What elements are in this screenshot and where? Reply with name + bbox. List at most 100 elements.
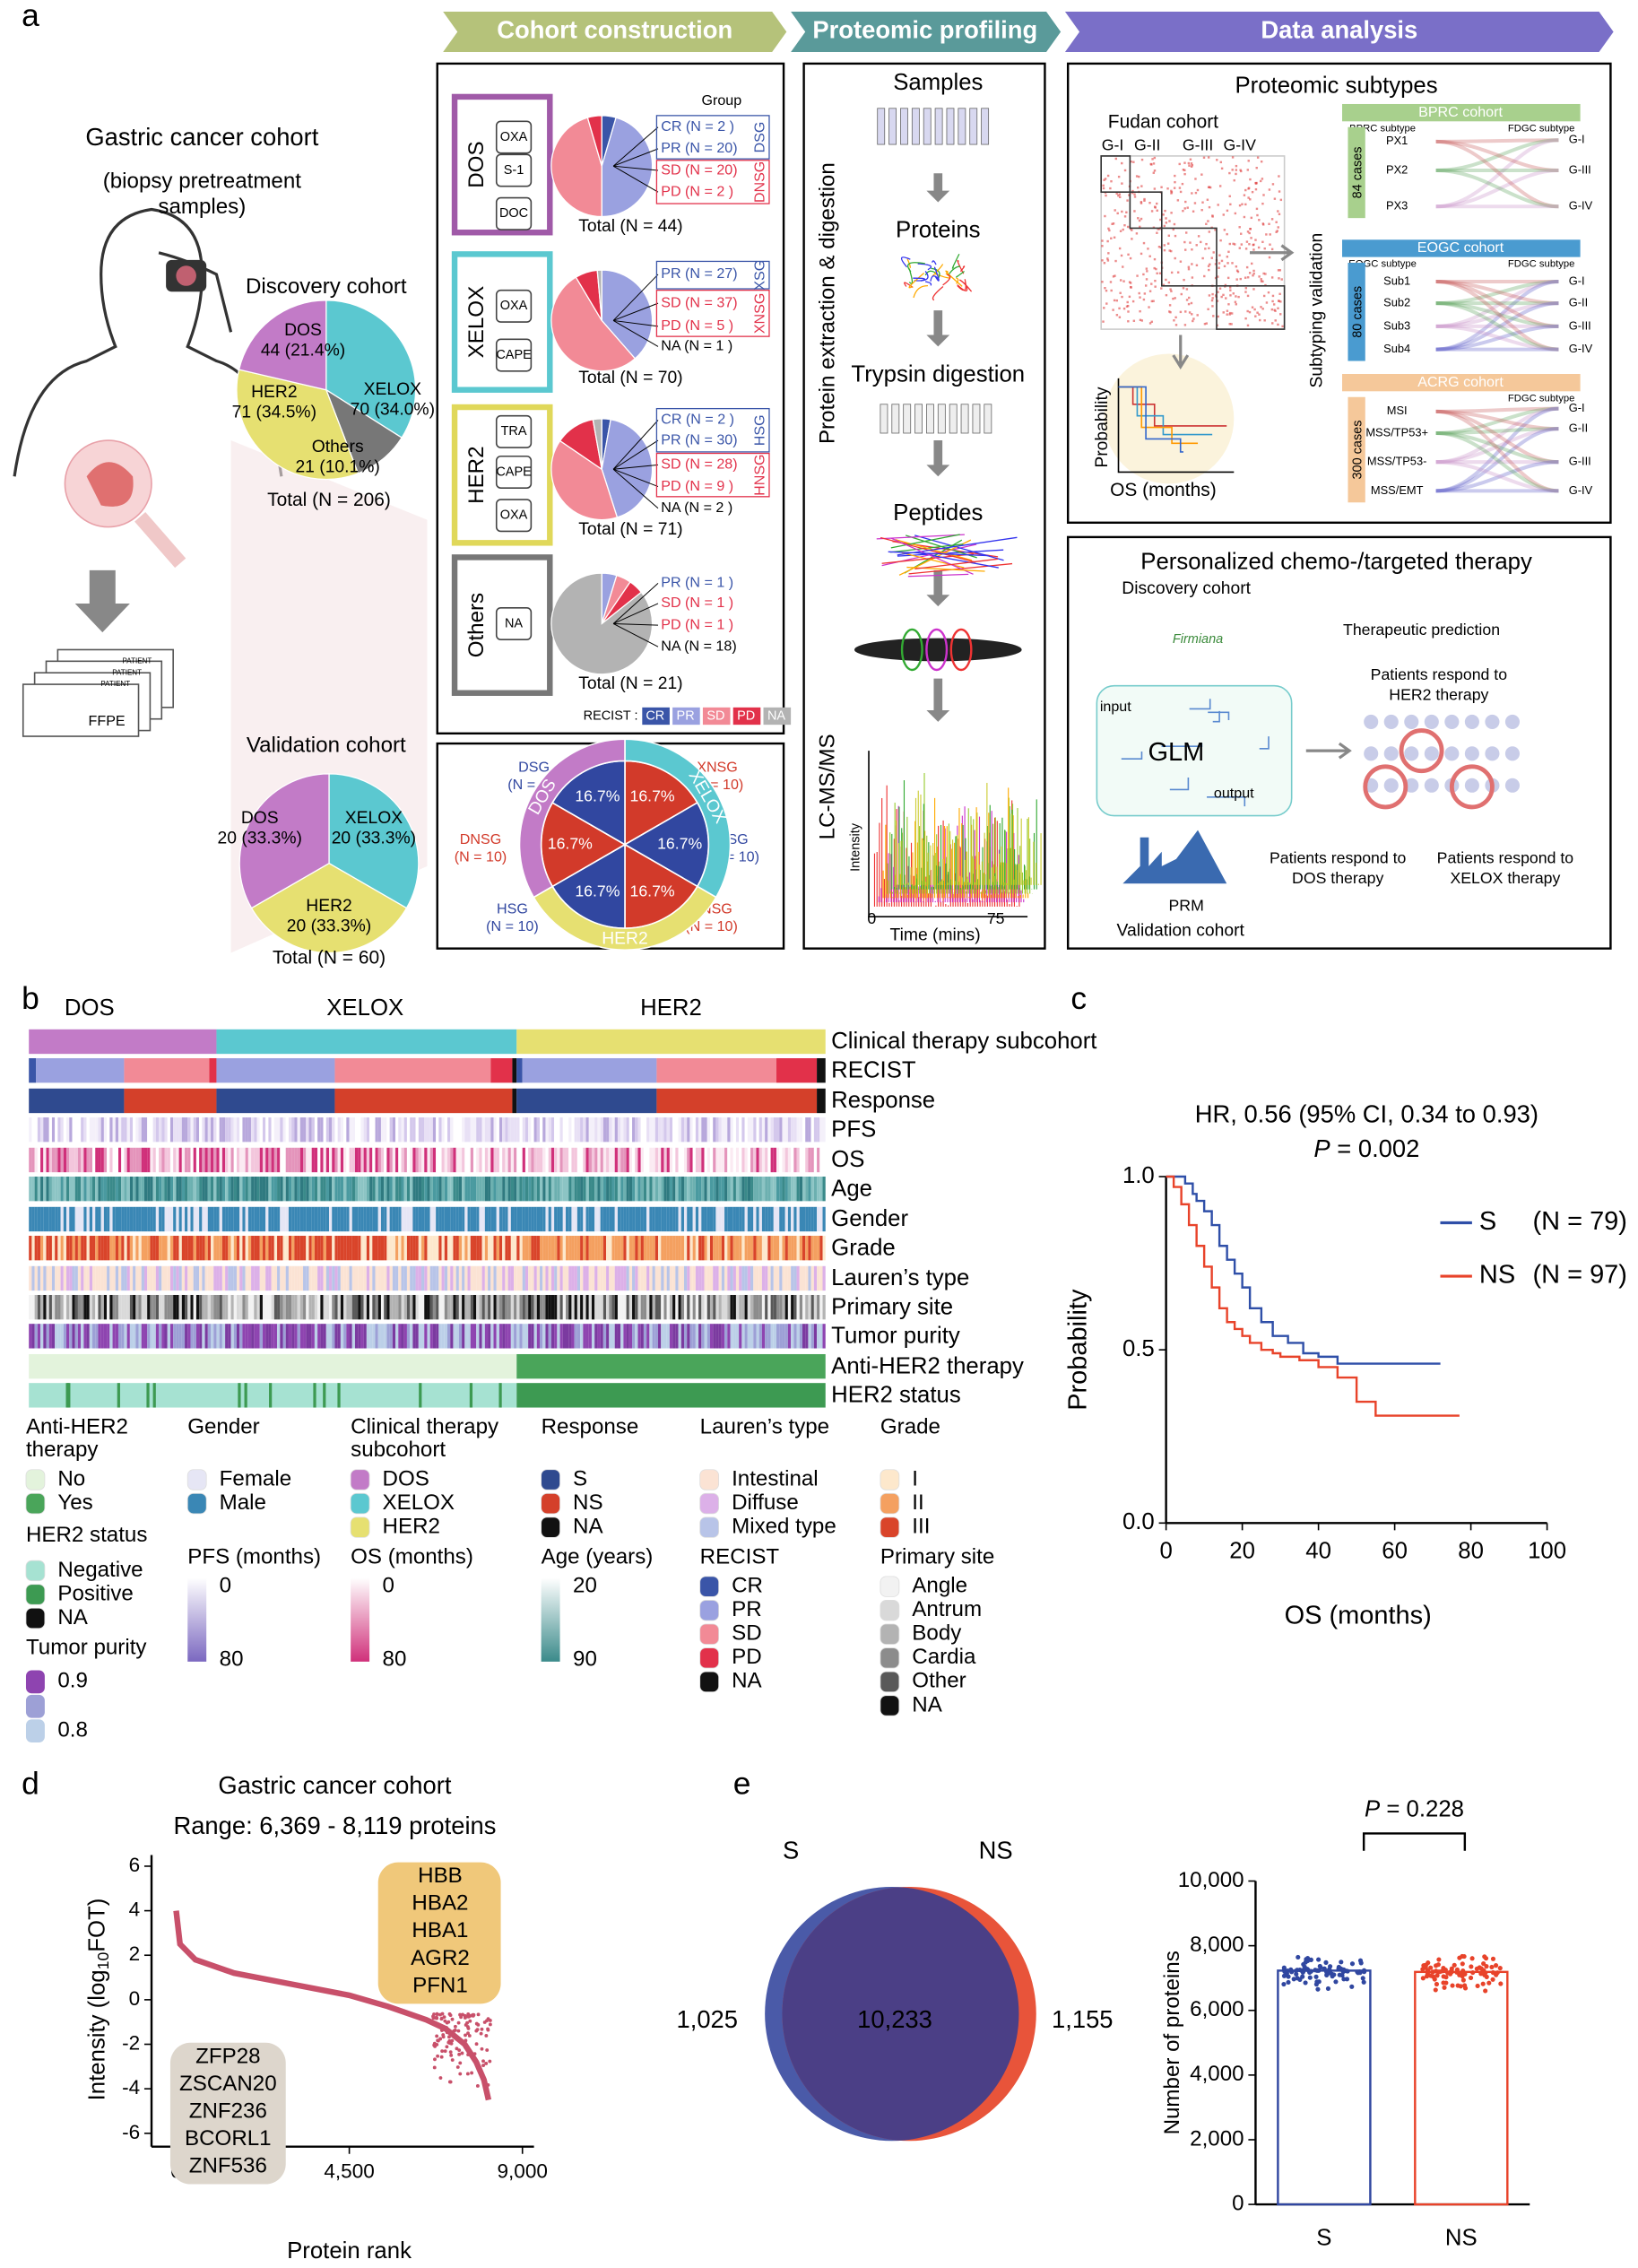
heat-cell <box>337 1324 341 1349</box>
heat-cell <box>334 1117 338 1143</box>
heat-cell <box>574 1265 577 1291</box>
heat-cell <box>1121 182 1123 185</box>
data-dot <box>1316 1957 1322 1962</box>
heat-cell <box>299 1147 304 1173</box>
heat-cell <box>1108 229 1111 232</box>
heat-cell <box>308 1147 312 1173</box>
heat-cell <box>1188 311 1192 314</box>
heat-cell <box>34 1235 38 1261</box>
heat-cell <box>74 1176 78 1202</box>
heat-cell <box>40 1294 44 1320</box>
heat-cell <box>176 1265 179 1291</box>
heat-cell <box>747 1117 751 1143</box>
heat-cell <box>138 1294 142 1320</box>
heat-cell <box>1277 210 1279 213</box>
heat-cell <box>37 1294 41 1320</box>
heat-cell <box>239 1235 243 1261</box>
heat-cell <box>628 1147 633 1173</box>
heat-cell <box>1122 307 1126 310</box>
label: Male <box>220 1490 266 1515</box>
heat-cell <box>115 1117 118 1143</box>
heat-cell <box>669 1176 673 1202</box>
heat-cell <box>576 1294 581 1320</box>
heat-cell <box>181 1117 186 1143</box>
label: DOS <box>464 141 489 187</box>
heat-cell <box>776 1147 780 1173</box>
heat-cell <box>259 1235 263 1261</box>
heat-cell <box>314 1265 318 1291</box>
heat-cell <box>796 1117 800 1143</box>
heat-cell <box>559 1265 563 1291</box>
heat-cell <box>1226 313 1228 316</box>
heat-cell <box>770 1117 774 1143</box>
heat-cell <box>369 1324 373 1349</box>
heat-cell <box>236 1117 240 1143</box>
heat-cell <box>29 1117 32 1143</box>
heat-cell <box>1274 319 1277 322</box>
heat-cell <box>698 1294 702 1320</box>
heat-cell <box>617 1294 621 1320</box>
heat-cell <box>1140 201 1143 204</box>
heat-cell <box>412 1324 416 1349</box>
heat-cell <box>1226 232 1228 236</box>
heat-cell <box>614 1294 618 1320</box>
heat-cell <box>185 1147 188 1173</box>
heat-cell <box>1278 277 1280 280</box>
heat-cell <box>340 1324 344 1349</box>
label: XNSG <box>752 293 768 335</box>
heat-cell <box>458 1176 463 1202</box>
legend-swatch <box>880 1647 900 1669</box>
data-dot <box>1434 1981 1440 1987</box>
heat-cell <box>1172 297 1174 300</box>
data-dot <box>1428 1965 1434 1970</box>
heat-cell <box>1168 249 1171 252</box>
row-label: OS <box>831 1147 864 1172</box>
heat-cell <box>502 1294 506 1320</box>
heat-cell <box>262 1294 266 1320</box>
heat-cell <box>514 1265 517 1291</box>
heat-cell <box>133 1235 136 1261</box>
label: Others <box>464 593 489 657</box>
heat-cell <box>369 1206 373 1232</box>
heat-cell <box>1190 165 1193 168</box>
heat-cell <box>236 1294 240 1320</box>
label: G-I <box>1102 135 1124 153</box>
heat-cell <box>213 1147 217 1173</box>
heat-cell <box>1235 169 1238 171</box>
heat-cell <box>343 1265 347 1291</box>
label: CR <box>646 708 664 723</box>
heat-cell <box>199 1324 203 1349</box>
heat-cell <box>126 1324 130 1349</box>
heat-cell <box>1217 291 1219 293</box>
peptide <box>876 534 965 540</box>
heat-cell <box>1235 278 1238 281</box>
heat-cell <box>1235 303 1237 306</box>
heat-cell <box>354 1265 359 1291</box>
heat-cell <box>98 1265 101 1291</box>
heat-cell <box>320 1147 324 1173</box>
heat-cell <box>178 1176 182 1202</box>
heat-cell <box>528 1324 532 1349</box>
heat-cell <box>1184 200 1187 204</box>
heat-cell <box>273 1265 278 1291</box>
heat-cell <box>159 1235 162 1261</box>
heat-cell <box>403 1294 407 1320</box>
heat-cell <box>1189 241 1192 244</box>
heat-cell <box>531 1324 534 1349</box>
legend-swatch <box>880 1492 900 1515</box>
heat-cell <box>57 1176 61 1202</box>
heat-cell <box>306 1176 309 1202</box>
heat-cell <box>1179 190 1183 194</box>
heat-cell <box>507 1324 511 1349</box>
label: G-IV <box>1569 199 1593 213</box>
peptide <box>890 537 974 575</box>
heat-cell <box>611 1324 615 1349</box>
heat-cell <box>395 1117 399 1143</box>
heat-cell <box>747 1206 751 1232</box>
heat-cell <box>724 1235 728 1261</box>
heat-cell <box>103 1117 108 1143</box>
heat-cell <box>187 1294 191 1320</box>
heat-cell <box>29 1029 217 1055</box>
data-dot <box>1460 1977 1466 1983</box>
heat-cell <box>150 1294 153 1320</box>
